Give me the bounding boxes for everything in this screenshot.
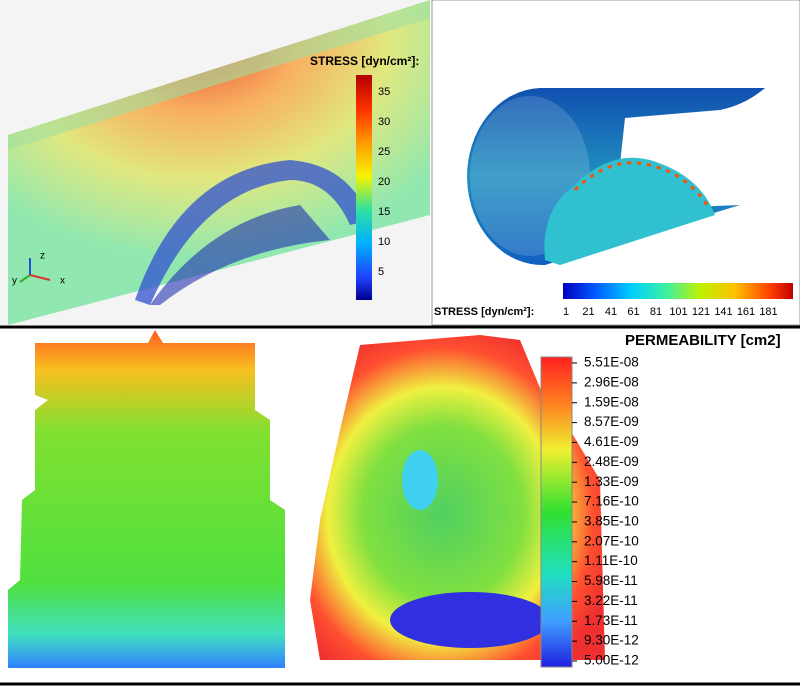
colorbar-tick-label: 2.96E-08	[584, 374, 639, 389]
dome-inner	[150, 205, 330, 305]
colorbar-ticks: 5.51E-08 2.96E-08 1.59E-08 8.57E-09 4.61E-09…	[572, 355, 639, 668]
colorbar-tick-label: 15	[378, 206, 390, 218]
stress-colorbar	[356, 75, 372, 300]
colorbar-tick-label: 10	[378, 236, 390, 248]
colorbar-tick-label: 2.48E-09	[584, 454, 639, 469]
colorbar-tick-label: 141	[714, 306, 732, 318]
colorbar-tick-label: 81	[650, 306, 662, 318]
colorbar-tick-label: 3.22E-11	[584, 593, 638, 608]
colorbar-ticks: 35 30 25 20 15 10 5	[378, 86, 390, 278]
colorbar-ticks: 1 21 41 61 81 101 121 141 161 181	[563, 306, 778, 318]
colorbar-tick-label: 61	[627, 306, 639, 318]
mid-permeability-zone	[402, 450, 438, 510]
colorbar-tick-label: 121	[692, 306, 710, 318]
permeability-map-right	[310, 335, 605, 660]
colorbar-tick-label: 101	[669, 306, 687, 318]
colorbar-tick-label: 181	[759, 306, 777, 318]
colorbar-tick-label: 5.98E-11	[584, 573, 638, 588]
dome	[135, 160, 370, 305]
colorbar-tick-label: 1.11E-10	[584, 553, 638, 568]
colorbar-tick-label: 161	[737, 306, 755, 318]
colorbar-title: PERMEABILITY [cm2]	[625, 332, 781, 349]
colorbar-title: STRESS [dyn/cm²]:	[310, 54, 419, 68]
colorbar-tick-label: 25	[378, 146, 390, 158]
axis-y	[19, 274, 31, 283]
colorbar-tick-label: 5.51E-08	[584, 355, 639, 370]
permeability-map-panel: PERMEABILITY [cm2] 5.51E-08 2.96E-08 1.59E…	[310, 332, 781, 668]
stress-colorbar	[563, 283, 793, 299]
colorbar-tick-label: 9.30E-12	[584, 633, 639, 648]
colorbar-tick-label: 35	[378, 86, 390, 98]
stress-cylinder-panel: STRESS [dyn/cm²]: 1 21 41 61 81 101 121 141 161 1…	[431, 0, 800, 326]
colorbar-tick-label: 21	[582, 306, 594, 318]
permeability-colorbar	[540, 356, 573, 668]
colorbar-tick-label: 5.00E-12	[584, 653, 639, 668]
axis-label: y	[12, 276, 17, 287]
colorbar-tick-label: 20	[378, 176, 390, 188]
colorbar-tick-label: 1.59E-08	[584, 394, 639, 409]
colorbar-title: STRESS [dyn/cm²]:	[434, 306, 534, 318]
stress-deposit	[544, 157, 715, 265]
low-permeability-zone	[390, 592, 550, 648]
axis-label: x	[60, 276, 65, 287]
colorbar-tick-label: 1	[563, 306, 569, 318]
colorbar-tick-label: 2.07E-10	[584, 533, 639, 548]
channel-top	[8, 0, 430, 150]
stress-3d-panel: STRESS [dyn/cm²]: 35 30 25 20 15 10 5 z y x	[0, 0, 430, 325]
axis-label: z	[40, 251, 45, 262]
colorbar-tick-label: 3.85E-10	[584, 513, 639, 528]
colorbar-tick-label: 5	[378, 266, 384, 278]
channel-wall	[8, 0, 430, 325]
colorbar-tick-label: 41	[605, 306, 617, 318]
permeability-map-left	[8, 330, 285, 668]
colorbar-tick-label: 1.73E-11	[584, 613, 638, 628]
axis-x	[29, 274, 51, 281]
colorbar-tick-label: 7.16E-10	[584, 494, 639, 509]
colorbar-tick-label: 4.61E-09	[584, 434, 639, 449]
colorbar-tick-label: 30	[378, 116, 390, 128]
deposit-edge	[573, 161, 712, 211]
colorbar-tick-label: 8.57E-09	[584, 414, 639, 429]
colorbar-tick-label: 1.33E-09	[584, 474, 639, 489]
